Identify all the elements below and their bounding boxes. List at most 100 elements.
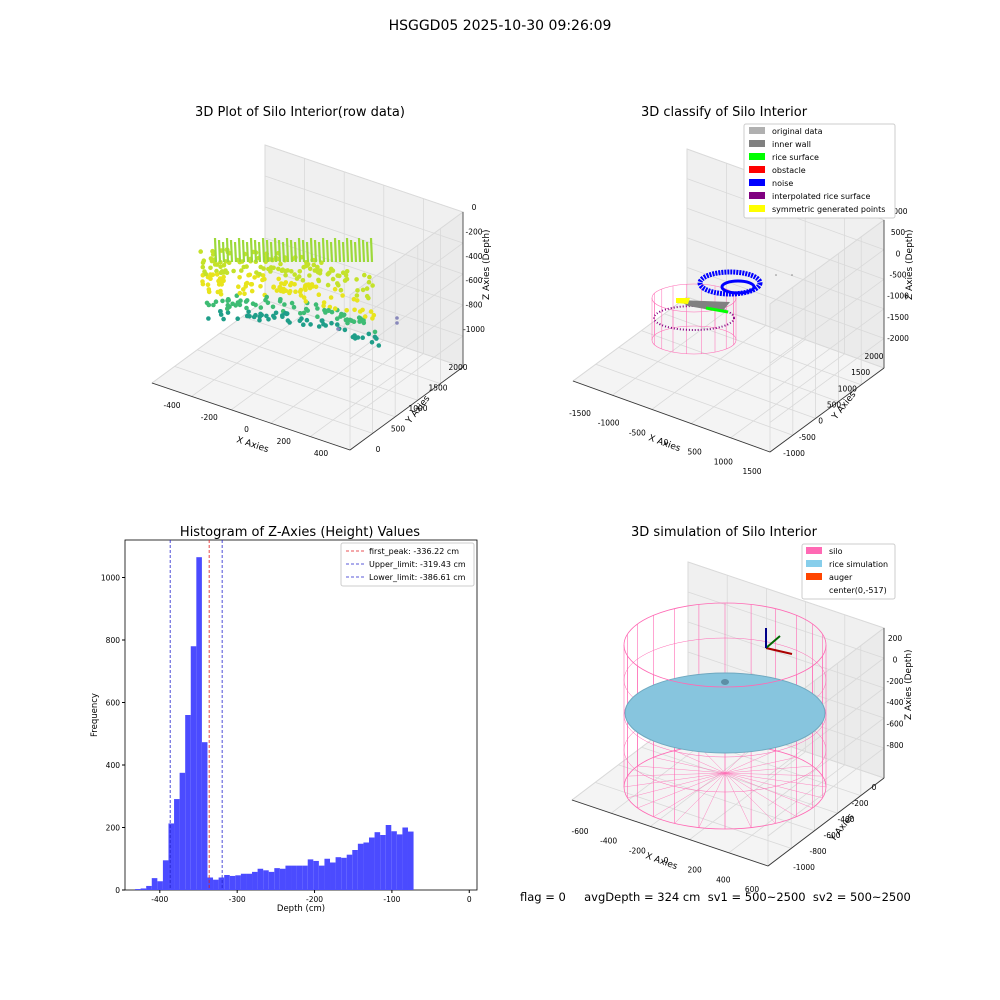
raw-point [247,272,253,278]
raw-z-tick-label: 0 [472,203,477,212]
raw-column-stroke [281,241,286,263]
silo-floor-spoke [627,772,726,799]
histogram-bar [363,842,369,890]
simulation-z-tick-label: 0 [893,655,898,664]
histogram-y-tick-label: 1000 [101,574,120,583]
raw-point [354,277,359,282]
classify-noise-ring [697,269,763,297]
raw-point [268,268,273,273]
wall-grid-line [264,175,464,244]
raw-point [335,322,340,327]
raw-point [360,335,366,341]
simulation-z-tick-label: -800 [886,741,903,750]
floor-grid-line [310,353,424,437]
raw-y-tick-label: 1000 [408,404,427,413]
classify-stray-point [775,274,777,276]
raw-point [279,268,285,274]
wall-grid-line [687,621,885,689]
floor-grid-line [664,313,862,386]
raw-point [376,343,382,348]
histogram-bar [369,837,375,890]
raw-point [298,293,304,298]
raw-point [274,288,280,293]
raw-point [287,320,292,325]
classify-legend-label: obstacle [772,166,806,175]
wall-grid-line [349,304,464,389]
simulation-z-axis-label: Z Axies (Depth) [904,649,914,720]
classify-x-tick-label: 1000 [714,457,733,466]
raw-point [271,284,277,290]
histogram-bar [318,865,325,891]
raw-point [278,288,284,294]
wall-grid-line [264,237,464,306]
raw-point [313,302,319,307]
wall-grid-line [769,219,885,305]
simulation-x-tick-label: -400 [600,837,617,846]
simulation-y-ticks: -1000 -800 -600 -400 -200 0 [793,783,877,872]
raw-data-3d-plot: 3D Plot of Silo Interior(row data) -400-… [150,105,492,458]
figure-title: HSGGD05 2025-10-30 09:26:09 [388,18,612,34]
raw-column-stroke [353,241,358,263]
raw-point [344,269,350,274]
raw-column-stroke [297,237,302,263]
raw-point [264,294,270,300]
classify-y-tick-label: 1500 [851,368,870,377]
raw-point [297,289,303,295]
histogram-bar [352,850,358,890]
simulation-legend-label: center(0,-517) [829,586,887,595]
raw-point [342,278,348,283]
histogram-x-tick-label: -100 [383,895,400,904]
histogram-bar [146,885,152,890]
classify-z-ticks: 1000 500 0 -500 -1000 -1500 -2000 [887,207,909,343]
classify-legend-swatch [749,179,765,186]
histogram-bar [274,868,280,891]
raw-point [310,284,316,289]
classify-legend-label: interpolated rice surface [772,192,870,201]
raw-point [308,322,313,327]
rice-simulation-surface [624,672,826,754]
raw-y-tick-label: 0 [376,445,381,454]
raw-point [356,315,362,321]
raw-column-stroke [329,241,334,263]
histogram-bar [151,878,158,891]
classify-x-tick-label: -500 [629,428,646,437]
wall-grid-line [349,242,464,327]
raw-point [213,299,219,305]
histogram-bar [341,857,347,890]
raw-point [304,317,310,323]
histogram-bar [407,831,414,890]
classify-legend-swatch [749,153,765,160]
wall-grid-line [687,561,885,629]
floor-grid-line [595,363,793,436]
histogram-x-tick-label: 0 [467,895,472,904]
silo-floor-spoke [724,772,797,817]
histogram-bar [140,888,147,890]
raw-point [283,268,288,274]
raw-point [278,261,283,267]
raw-point [283,272,288,278]
raw-x-axis-label: X Axies [235,435,270,455]
raw-point [303,299,309,304]
raw-z-axis-label: Z Axies (Depth) [482,229,492,300]
histogram-x-tick-label: -400 [151,895,168,904]
classify-z-tick-label: -2000 [887,334,909,343]
raw-point [334,316,340,322]
raw-point [362,314,368,319]
raw-z-tick-label: -400 [465,252,482,261]
classify-y-tick-label: 0 [818,417,823,426]
classify-z-tick-label: -1000 [887,292,909,301]
histogram-bar [335,857,342,890]
classify-legend-label: original data [772,127,823,136]
raw-point [368,309,374,314]
raw-point [361,320,367,326]
raw-point [315,314,320,320]
raw-x-ticks: -400 -200 0 200 400 [163,401,328,458]
simulation-x-tick-label: -600 [571,827,588,836]
silo-floor-spoke [724,750,776,774]
raw-point [352,307,357,313]
x-axis-line [572,380,771,453]
raw-point [370,316,375,321]
floor-grid-line [151,299,266,384]
histogram-bar [235,875,241,890]
floor-grid-line [242,316,441,384]
